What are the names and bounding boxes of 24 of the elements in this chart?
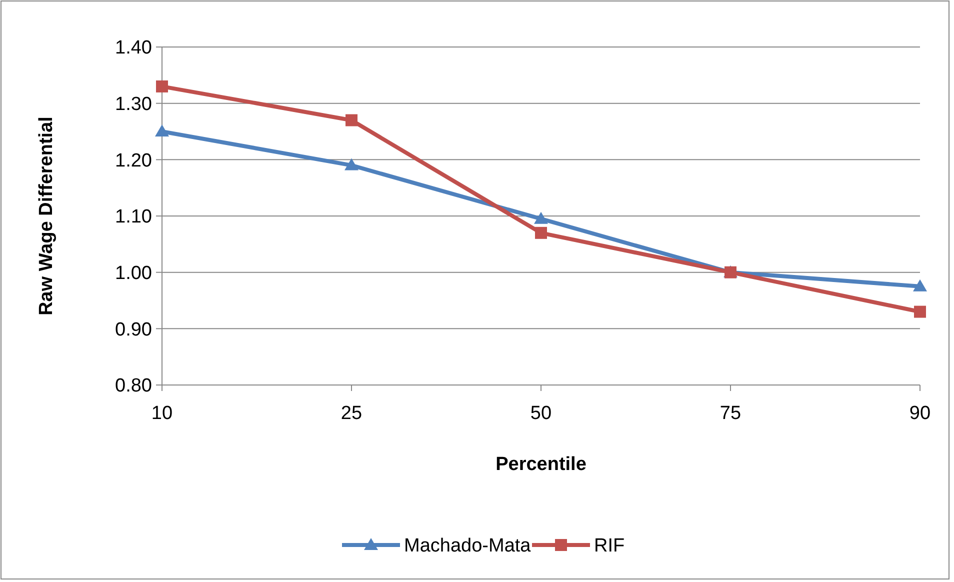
x-tick-label: 90 <box>909 403 931 424</box>
y-tick-label: 1.20 <box>115 150 152 172</box>
point <box>535 226 547 239</box>
y-tick-label: 0.90 <box>115 319 152 340</box>
point <box>156 80 168 92</box>
point <box>344 158 358 170</box>
point <box>914 306 926 318</box>
y-tick-label: 1.00 <box>115 262 152 284</box>
x-tick-label: 10 <box>151 403 173 424</box>
y-axis-title: Raw Wage Differential <box>36 116 57 316</box>
y-tick-label: 1.40 <box>115 38 152 59</box>
point <box>913 279 927 292</box>
x-tick-label: 50 <box>530 403 552 424</box>
legend-label: Machado-Mata <box>404 536 532 557</box>
y-tick-label: 1.30 <box>115 94 152 115</box>
point <box>155 124 169 136</box>
point <box>346 114 358 126</box>
x-tick-label: 25 <box>340 403 362 424</box>
y-tick-label: 0.80 <box>115 376 152 397</box>
y-tick-label: 1.10 <box>115 206 152 228</box>
x-tick-label: 75 <box>720 403 742 424</box>
legend-label: RIF <box>594 536 625 557</box>
point <box>534 212 548 224</box>
x-axis-title: Percentile <box>496 454 586 475</box>
